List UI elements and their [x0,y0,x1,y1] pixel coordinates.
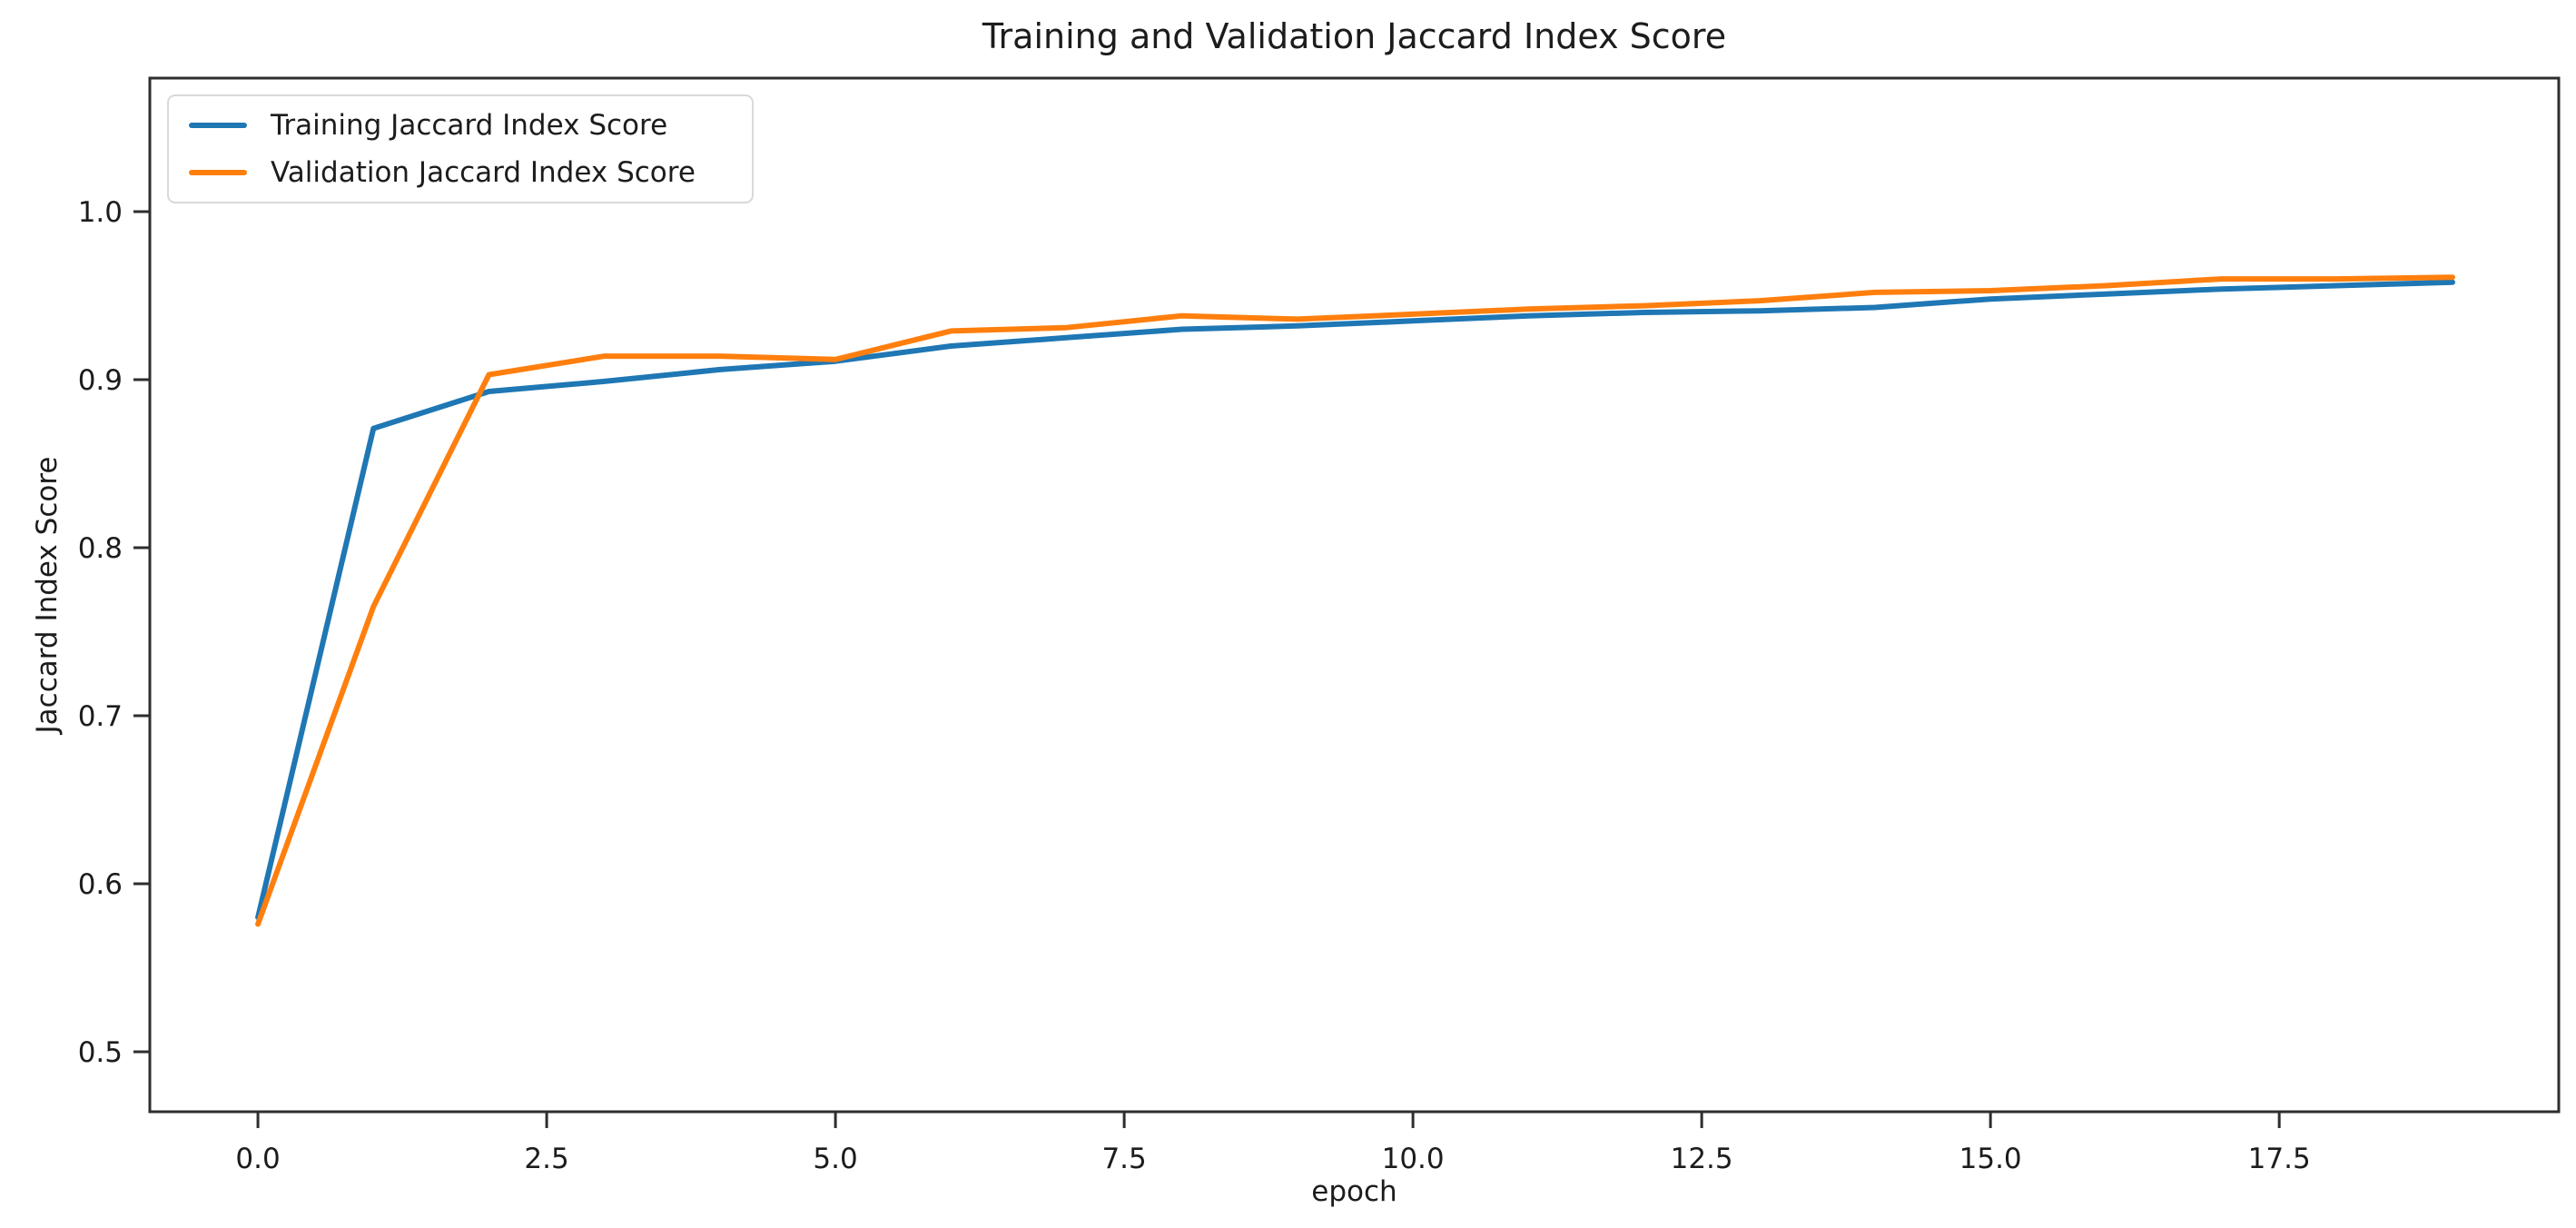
chart-title: Training and Validation Jaccard Index Sc… [982,16,1727,56]
y-tick-label: 0.9 [78,364,123,397]
x-tick-label: 17.5 [2248,1143,2311,1175]
validation-line-swatch-icon [189,170,247,175]
x-axis-label: epoch [1311,1175,1397,1208]
validation-series-line [255,274,2455,927]
y-tick-label: 0.8 [78,532,123,565]
x-tick-label: 7.5 [1101,1143,1146,1175]
y-tick-label: 0.6 [78,868,123,901]
x-tick-label: 15.0 [1959,1143,2022,1175]
x-tick-label: 2.5 [524,1143,568,1175]
x-tick-label: 5.0 [813,1143,857,1175]
axes-frame [148,76,2561,1114]
legend-item-training: Training Jaccard Index Score [189,109,752,142]
y-tick-label: 1.0 [78,196,123,229]
legend-box: Training Jaccard Index Score Validation … [167,94,754,203]
training-series-line [255,279,2455,920]
legend-item-validation: Validation Jaccard Index Score [189,156,752,189]
training-line-swatch-icon [189,123,247,128]
x-tick-label: 0.0 [235,1143,280,1175]
legend-label-validation: Validation Jaccard Index Score [271,156,696,189]
y-tick-label: 0.5 [78,1036,123,1069]
y-tick-label: 0.7 [78,700,123,733]
legend-label-training: Training Jaccard Index Score [271,109,668,142]
x-tick-label: 10.0 [1382,1143,1445,1175]
x-tick-label: 12.5 [1671,1143,1733,1175]
